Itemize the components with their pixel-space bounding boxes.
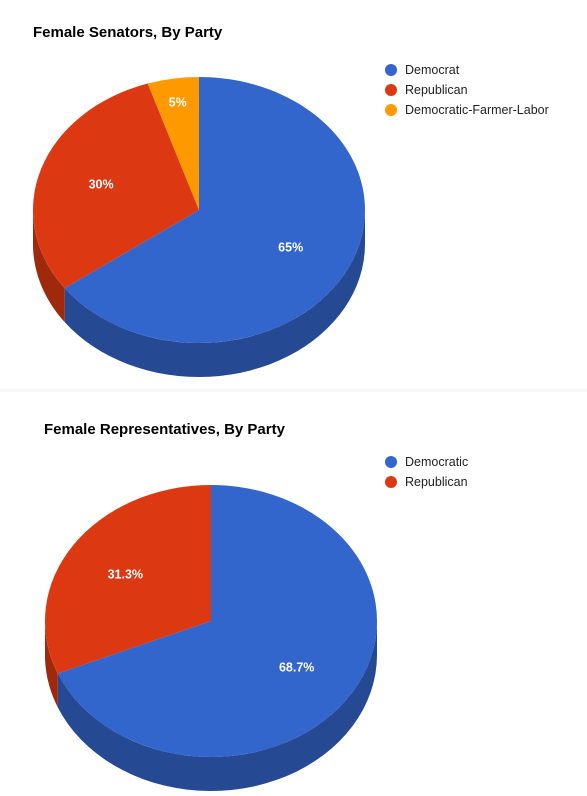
legend-item-republican: Republican	[385, 80, 549, 100]
legend-swatch	[385, 476, 397, 488]
pie-side-democrat	[64, 210, 365, 377]
chart-title: Female Representatives, By Party	[44, 421, 285, 438]
legend-label: Democrat	[405, 63, 460, 77]
representatives-chart: Female Representatives, By Party 68.7% 31…	[0, 392, 587, 791]
legend-swatch	[385, 64, 397, 76]
legend-label: Republican	[405, 83, 468, 97]
pie-side-republican	[45, 621, 58, 708]
slice-label-democrat: 65%	[278, 240, 303, 254]
pie-slice-democrat	[64, 77, 365, 343]
legend-swatch	[385, 84, 397, 96]
legend-item-democratic-farmer-labor: Democratic-Farmer-Labor	[385, 100, 549, 120]
senators-pie: 65% 30% 5%	[32, 77, 365, 377]
divider	[0, 389, 587, 392]
legend-item-democrat: Democrat	[385, 60, 549, 80]
legend-swatch	[385, 456, 397, 468]
legend-label: Democratic-Farmer-Labor	[405, 103, 549, 117]
legend-label: Democratic	[405, 455, 469, 469]
legend-item-republican: Republican	[385, 472, 468, 492]
slice-label-democratic-farmer-labor: 5%	[169, 95, 187, 109]
legend-swatch	[385, 104, 397, 116]
pie-slice-republican	[45, 485, 211, 674]
pie-slice-republican	[32, 83, 200, 289]
pie-slice-democratic-farmer-labor	[147, 77, 199, 210]
senators-chart: Female Senators, By Party 65% 30% 5% Democ…	[0, 0, 587, 392]
legend-label: Republican	[405, 475, 468, 489]
pie-side-republican	[33, 210, 65, 323]
pie-side-democratic	[57, 621, 378, 791]
slice-label-republican: 31.3%	[108, 567, 143, 581]
legend-item-democratic: Democratic	[385, 452, 468, 472]
slice-label-republican: 30%	[89, 178, 114, 192]
representatives-legend: Democratic Republican	[385, 452, 468, 492]
representatives-pie: 68.7% 31.3%	[45, 485, 378, 791]
chart-title: Female Senators, By Party	[33, 24, 223, 41]
senators-legend: Democrat Republican Democratic-Farmer-Labo…	[385, 60, 549, 120]
slice-label-democratic: 68.7%	[279, 661, 314, 675]
pie-slice-democratic	[57, 485, 378, 757]
